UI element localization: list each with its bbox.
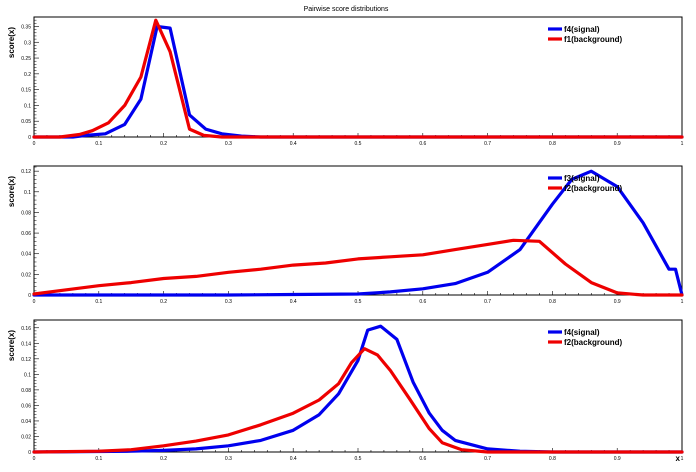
y-tick-label: 0 [28, 135, 31, 141]
x-tick-label: 0.9 [614, 299, 621, 305]
x-tick-label: 1 [681, 456, 684, 462]
y-tick-label: 0.2 [24, 72, 31, 78]
x-tick-label: 0.3 [225, 456, 232, 462]
x-tick-label: 0 [33, 299, 36, 305]
series-line-f2-background- [32, 238, 684, 297]
x-tick-label: 0.4 [290, 141, 297, 147]
y-tick-label: 0.02 [21, 434, 31, 440]
y-tick-label: 0.12 [21, 357, 31, 363]
x-tick-label: 0.5 [355, 299, 362, 305]
y-tick-label: 0.04 [21, 252, 31, 258]
x-axis-title: x [676, 454, 681, 463]
y-tick-label: 0.08 [21, 210, 31, 216]
x-tick-label: 0.5 [355, 456, 362, 462]
y-tick-label: 0.1 [24, 190, 31, 196]
figure-title: Pairwise score distributions [304, 6, 389, 13]
x-tick-label: 0.4 [290, 456, 297, 462]
y-tick-label: 0.1 [24, 372, 31, 378]
x-tick-label: 0.1 [95, 456, 102, 462]
chart-panel-1: 0 0.1 0.2 0.3 0.4 0.5 0.6 0.7 0.8 0.9 1 0 0.05 0.1 0.1… [7, 16, 684, 147]
y-tick-label: 0.1 [24, 103, 31, 109]
y-tick-label: 0.25 [21, 56, 31, 62]
legend-label: f2(background) [564, 338, 623, 347]
x-tick-label: 0.3 [225, 299, 232, 305]
x-tick-label: 0.6 [419, 456, 426, 462]
x-tick-label: 0.7 [484, 299, 491, 305]
series-line-f4-signal- [32, 324, 684, 454]
x-tick-label: 0 [33, 456, 36, 462]
y-tick-label: 0.04 [21, 419, 31, 425]
y-tick-label: 0.14 [21, 341, 31, 347]
y-tick-label: 0.08 [21, 388, 31, 394]
x-tick-label: 0.2 [160, 141, 167, 147]
x-tick-label: 0.6 [419, 299, 426, 305]
x-tick-label: 0.5 [355, 141, 362, 147]
x-tick-label: 0.2 [160, 456, 167, 462]
y-tick-label: 0.06 [21, 403, 31, 409]
chart-panels: 0 0.1 0.2 0.3 0.4 0.5 0.6 0.7 0.8 0.9 1 0 0.05 0.1 0.1… [7, 16, 684, 463]
series-line-f1-background- [32, 18, 684, 139]
chart-panel-3: 0 0.1 0.2 0.3 0.4 0.5 0.6 0.7 0.8 0.9 1 0 0.02 0.04 0.… [7, 319, 684, 463]
series-line-f2-background- [32, 347, 684, 454]
legend-label: f2(background) [564, 184, 623, 193]
y-axis-title: score(x) [7, 27, 16, 58]
x-tick-label: 0.9 [614, 141, 621, 147]
x-tick-label: 0.1 [95, 299, 102, 305]
y-axis-title: score(x) [7, 176, 16, 207]
y-tick-label: 0.02 [21, 272, 31, 278]
x-tick-label: 0.4 [290, 299, 297, 305]
y-tick-label: 0.16 [21, 326, 31, 332]
x-tick-label: 0.7 [484, 456, 491, 462]
chart-panel-2: 0 0.1 0.2 0.3 0.4 0.5 0.6 0.7 0.8 0.9 1 0 0.02 0.04 0.… [7, 165, 684, 305]
x-tick-label: 0.3 [225, 141, 232, 147]
y-tick-label: 0 [28, 293, 31, 299]
x-tick-label: 0.2 [160, 299, 167, 305]
y-tick-label: 0.06 [21, 231, 31, 237]
y-tick-label: 0.35 [21, 24, 31, 30]
x-tick-label: 0.1 [95, 141, 102, 147]
y-tick-label: 0.3 [24, 40, 31, 46]
x-tick-label: 0.7 [484, 141, 491, 147]
x-tick-label: 0.6 [419, 141, 426, 147]
legend-label: f3(signal) [564, 174, 600, 183]
x-tick-label: 1 [681, 141, 684, 147]
x-tick-label: 0.8 [549, 141, 556, 147]
x-tick-label: 0 [33, 141, 36, 147]
y-tick-label: 0.15 [21, 88, 31, 94]
legend-label: f1(background) [564, 35, 623, 44]
legend-label: f4(signal) [564, 328, 600, 337]
y-tick-label: 0.12 [21, 169, 31, 175]
y-tick-label: 0.05 [21, 119, 31, 125]
y-axis-title: score(x) [7, 330, 16, 361]
x-tick-label: 0.8 [549, 299, 556, 305]
legend-label: f4(signal) [564, 25, 600, 34]
series-line-f3-signal- [32, 169, 684, 297]
x-tick-label: 1 [681, 299, 684, 305]
x-tick-label: 0.9 [614, 456, 621, 462]
y-tick-label: 0 [28, 450, 31, 456]
x-tick-label: 0.8 [549, 456, 556, 462]
